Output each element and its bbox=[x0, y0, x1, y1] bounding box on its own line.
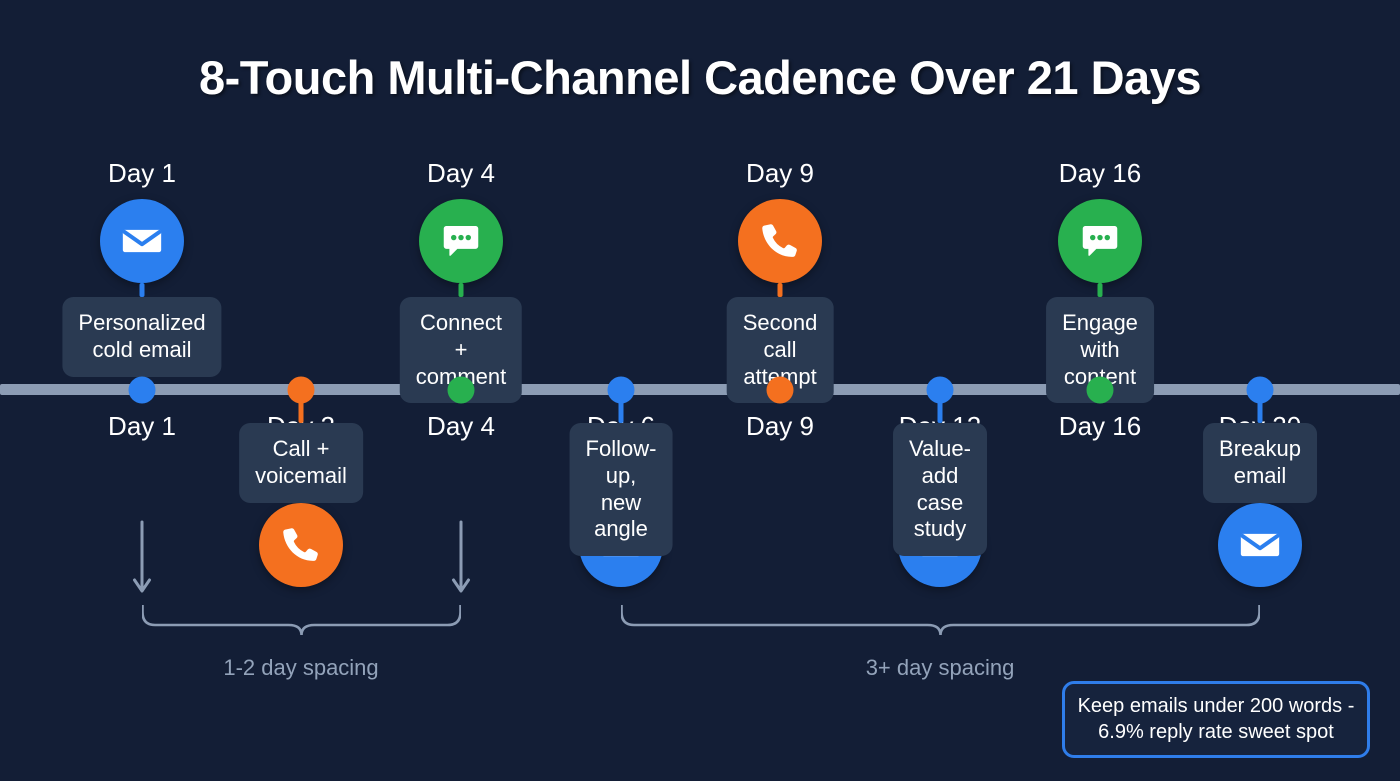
connector-stem bbox=[1097, 283, 1103, 297]
touchpoint-channel-circle[interactable] bbox=[419, 199, 503, 283]
touchpoint-label-chip[interactable]: Breakup email bbox=[1203, 423, 1317, 503]
touchpoint-day-label: Day 9 bbox=[746, 158, 814, 188]
spacing-brace bbox=[141, 603, 462, 640]
envelope-icon bbox=[1237, 522, 1283, 568]
timeline-axis-dot[interactable] bbox=[926, 376, 954, 404]
connector-stem-axis bbox=[618, 390, 624, 423]
touchpoint-axis-day-label: Day 9 bbox=[746, 411, 814, 441]
touchpoint-label-chip[interactable]: Connect + comment bbox=[399, 297, 523, 404]
touchpoint-day-label: Day 4 bbox=[427, 158, 495, 188]
touchpoint-channel-circle[interactable] bbox=[100, 199, 184, 283]
connector-stem-axis bbox=[1257, 390, 1263, 423]
spacing-label: 1-2 day spacing bbox=[223, 655, 379, 680]
touchpoint-channel-circle[interactable] bbox=[259, 503, 343, 587]
timeline-axis-dot[interactable] bbox=[1246, 376, 1274, 404]
envelope-icon bbox=[119, 218, 165, 264]
touchpoint-label-chip[interactable]: Second call attempt bbox=[726, 297, 834, 404]
spacing-label: 3+ day spacing bbox=[865, 655, 1015, 680]
touchpoint-channel-circle[interactable] bbox=[1058, 199, 1142, 283]
timeline-axis-dot[interactable] bbox=[447, 376, 475, 404]
timeline-axis-dot[interactable] bbox=[287, 376, 315, 404]
page-title: 8-Touch Multi-Channel Cadence Over 21 Da… bbox=[199, 51, 1201, 104]
chat-bubble-icon bbox=[1077, 218, 1123, 264]
touchpoint-channel-circle[interactable] bbox=[738, 199, 822, 283]
touchpoint-axis-day-label: Day 16 bbox=[1058, 411, 1142, 441]
touchpoint-label-chip[interactable]: Personalized cold email bbox=[62, 297, 222, 377]
connector-stem-axis bbox=[298, 390, 304, 423]
touchpoint-axis-day-label: Day 4 bbox=[427, 411, 495, 441]
timeline-axis-dot[interactable] bbox=[1086, 376, 1114, 404]
spacing-brace bbox=[620, 603, 1261, 640]
connector-stem-axis bbox=[937, 390, 943, 423]
touchpoint-label-chip[interactable]: Value-add case study bbox=[893, 423, 987, 557]
timeline-axis bbox=[0, 384, 1400, 395]
callout-box: Keep emails under 200 words - 6.9% reply… bbox=[1062, 681, 1370, 759]
phone-icon bbox=[279, 523, 323, 567]
chat-bubble-icon bbox=[438, 218, 484, 264]
touchpoint-day-label: Day 1 bbox=[108, 158, 176, 188]
connector-stem bbox=[458, 283, 464, 297]
touchpoint-axis-day-label: Day 1 bbox=[108, 411, 176, 441]
touchpoint-channel-circle[interactable] bbox=[1218, 503, 1302, 587]
connector-stem bbox=[139, 283, 145, 297]
spacing-down-arrow bbox=[131, 520, 153, 605]
phone-icon bbox=[758, 219, 802, 263]
timeline-axis-dot[interactable] bbox=[128, 376, 156, 404]
timeline-axis-dot[interactable] bbox=[766, 376, 794, 404]
timeline-axis-dot[interactable] bbox=[607, 376, 635, 404]
touchpoint-label-chip[interactable]: Follow-up, new angle bbox=[569, 423, 673, 557]
touchpoint-label-chip[interactable]: Call + voicemail bbox=[239, 423, 363, 503]
touchpoint-day-label: Day 16 bbox=[1058, 158, 1142, 188]
connector-stem bbox=[777, 283, 783, 297]
spacing-down-arrow bbox=[450, 520, 472, 605]
